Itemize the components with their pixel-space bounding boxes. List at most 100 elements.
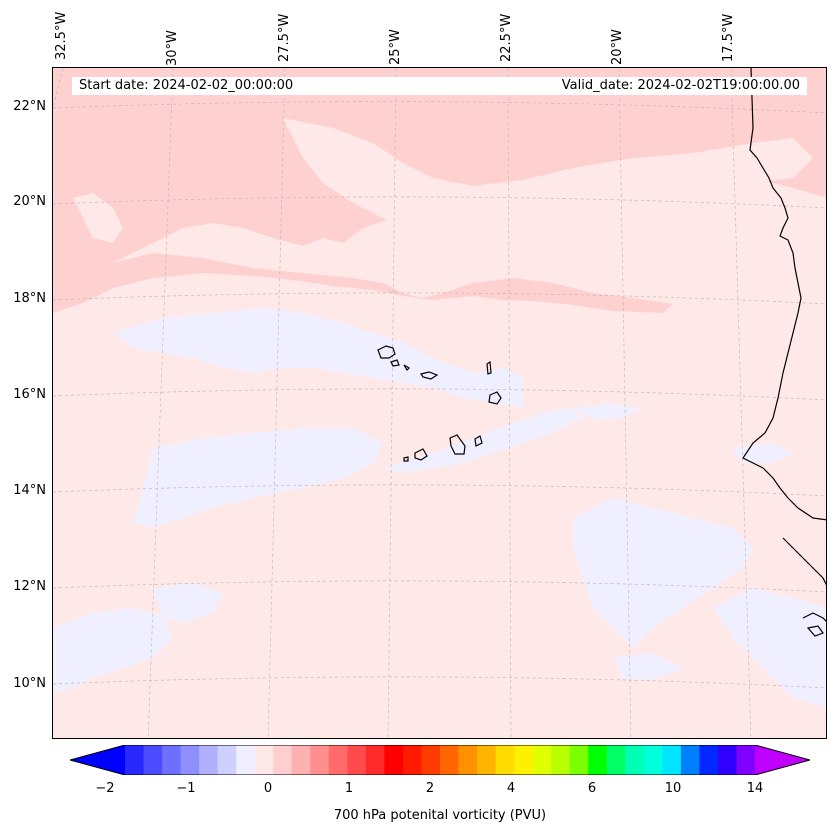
graticule-meridian [387, 68, 397, 738]
graticule-parallel [53, 580, 826, 593]
colorbar-segment [162, 745, 182, 775]
light-blue-region [383, 408, 583, 473]
light-blue-region [613, 653, 683, 680]
graticule-parallel [53, 292, 826, 305]
start-date-label: Start date: 2024-02-02_00:00:00 [79, 78, 294, 93]
colorbar-tick-label: 0 [263, 781, 273, 796]
colorbar-tick-label: −2 [95, 781, 115, 796]
colorbar-extend-min [70, 745, 125, 775]
colorbar-segment [199, 745, 219, 775]
colorbar-extend-max [755, 745, 810, 775]
island [414, 448, 428, 461]
colorbar-segment [569, 745, 589, 775]
graticule-meridian [618, 68, 632, 738]
colorbar-segment [643, 745, 663, 775]
graticule-parallel [53, 484, 826, 497]
colorbar-title: 700 hPa potenital vorticity (PVU) [333, 808, 547, 823]
colorbar [68, 744, 812, 776]
colorbar-segment [532, 745, 552, 775]
colorbar-segment [310, 745, 330, 775]
island [449, 434, 466, 455]
lat-label: 12°N [13, 579, 46, 594]
colorbar-tick-label: −1 [176, 781, 196, 796]
colorbar-segment [384, 745, 404, 775]
lat-label: 18°N [13, 291, 46, 306]
graticule [53, 68, 826, 738]
light-pink-region [73, 193, 123, 243]
graticule-meridian [730, 68, 752, 738]
light-pink-region [283, 118, 813, 238]
pink-field-region [53, 68, 826, 288]
colorbar-segment [236, 745, 256, 775]
lon-label: 22.5°W [499, 13, 514, 62]
graticule-parallel [53, 676, 826, 689]
map-panel[interactable] [52, 67, 827, 739]
map-svg [53, 68, 826, 738]
colorbar-segment [699, 745, 719, 775]
graticule-parallel [53, 388, 826, 401]
island [377, 345, 396, 359]
colorbar-segment [514, 745, 534, 775]
date-info-bar: Start date: 2024-02-02_00:00:00 Valid_da… [72, 77, 807, 95]
colorbar-segment [440, 745, 460, 775]
light-blue-region [573, 403, 643, 420]
colorbar-segment [588, 745, 608, 775]
light-blue-region [733, 443, 793, 463]
colorbar-segment [458, 745, 478, 775]
colorbar-segment [347, 745, 367, 775]
light-blue-region [153, 583, 223, 623]
valid-date-label: Valid_date: 2024-02-02T19:00:00.00 [561, 78, 800, 93]
island [390, 359, 400, 367]
lon-label: 32.5°W [54, 11, 69, 60]
lon-label: 17.5°W [721, 13, 736, 62]
colorbar-segment [143, 745, 163, 775]
island [403, 456, 409, 462]
colorbar-segment [477, 745, 497, 775]
light-blue-region [53, 608, 173, 693]
africa-coastline [806, 625, 824, 637]
colorbar-segment [273, 745, 293, 775]
pink-field-region [53, 253, 673, 313]
colorbar-tick-label: 1 [344, 781, 354, 796]
colorbar-segment [606, 745, 626, 775]
lat-label: 16°N [13, 387, 46, 402]
colorbar-segment [717, 745, 737, 775]
lat-label: 10°N [13, 676, 46, 691]
graticule-meridian [147, 68, 174, 738]
island [403, 364, 410, 371]
light-blue-region [113, 308, 523, 408]
lon-label: 20°W [610, 29, 625, 65]
graticule-parallel [53, 196, 826, 209]
colorbar-tick-label: 14 [746, 781, 764, 796]
lon-label: 25°W [388, 29, 403, 65]
colorbar-segment [495, 745, 515, 775]
colorbar-tick-label: 6 [587, 781, 597, 796]
colorbar-segment [680, 745, 700, 775]
africa-coastline [782, 537, 826, 586]
light-blue-region [713, 588, 826, 708]
light-blue-region [133, 428, 383, 528]
graticule-meridian [267, 68, 286, 738]
colorbar-segment [551, 745, 571, 775]
graticule-meridian [53, 68, 64, 109]
cape-verde-islands [377, 345, 502, 462]
lat-label: 22°N [13, 99, 46, 114]
island [486, 360, 492, 375]
colorbar-tick-label: 10 [664, 781, 682, 796]
colorbar-segment [328, 745, 348, 775]
lon-label: 27.5°W [277, 13, 292, 62]
colorbar-svg [68, 744, 812, 776]
colorbar-segment [180, 745, 200, 775]
colorbar-segment [736, 745, 756, 775]
africa-coastline [802, 612, 826, 622]
graticule-parallel [53, 101, 826, 114]
colorbar-segment [625, 745, 645, 775]
colorbar-segment [662, 745, 682, 775]
island [474, 435, 483, 447]
colorbar-segment [421, 745, 441, 775]
lat-label: 14°N [13, 483, 46, 498]
graticule-meridian [507, 68, 512, 738]
lat-label: 20°N [13, 194, 46, 209]
africa-coastline [742, 68, 826, 521]
island [420, 371, 439, 380]
